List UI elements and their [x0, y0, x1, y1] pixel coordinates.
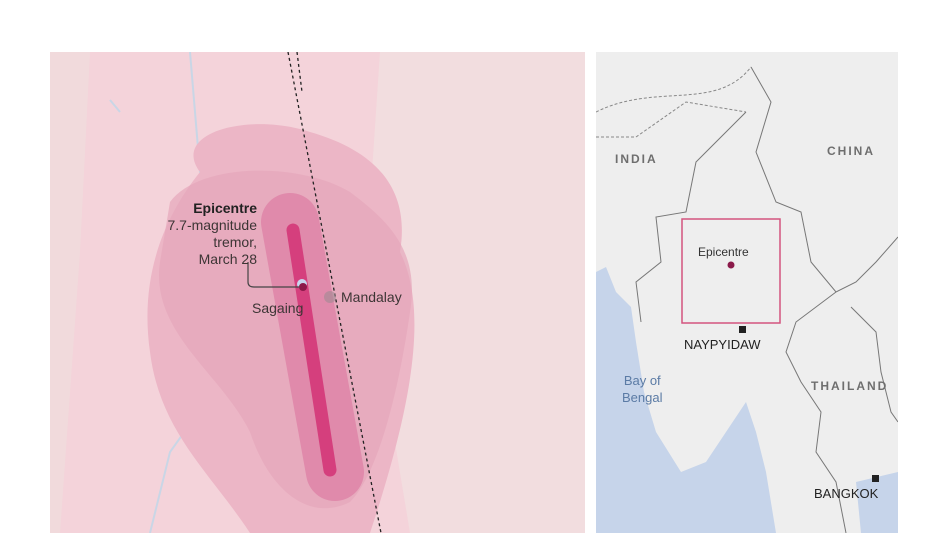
epicentre-marker [299, 283, 307, 291]
label-thailand: THAILAND [811, 379, 889, 393]
fault-line-branch [296, 52, 303, 93]
sea-label-line2: Bengal [622, 390, 663, 405]
naypyidaw-marker [739, 326, 746, 333]
epicentre-type: tremor, [213, 234, 257, 250]
epicentre-title: Epicentre [193, 200, 257, 216]
locator-map: INDIA CHINA THAILAND Bay of Bengal Epice… [596, 52, 898, 533]
epicentre-box [681, 218, 781, 324]
terrain-west [50, 52, 90, 533]
border-laos [850, 306, 898, 423]
detail-map-graphic [50, 52, 585, 533]
fault-line [287, 52, 382, 533]
border-thailand [785, 291, 847, 533]
intensity-inner [286, 223, 337, 477]
disputed-border [596, 66, 752, 138]
border-india [635, 111, 747, 323]
sea-label-line1: Bay of [623, 373, 661, 388]
epicentre-box-label: Epicentre [698, 245, 749, 259]
label-bay-of-bengal: Bay of Bengal [622, 372, 662, 406]
label-india: INDIA [615, 152, 658, 166]
label-china: CHINA [827, 144, 875, 158]
epicentre-date: March 28 [198, 251, 257, 267]
label-bangkok: BANGKOK [814, 486, 879, 501]
epicentre-annotation: Epicentre 7.7-magnitude tremor, March 28 [167, 200, 257, 268]
leader-line [247, 262, 300, 288]
border-china [750, 66, 898, 293]
bangkok-marker [872, 475, 879, 482]
sagaing-label: Sagaing [252, 300, 304, 316]
mandalay-area [324, 291, 336, 303]
locator-map-graphic [596, 66, 898, 533]
sea-bay-of-bengal [596, 267, 776, 533]
label-naypyidaw: NAYPYIDAW [684, 337, 761, 352]
epicentre-marker-small [727, 261, 735, 269]
sea-gulf [856, 472, 898, 533]
terrain-light [370, 52, 585, 533]
epicentre-magnitude: 7.7-magnitude [167, 217, 257, 233]
detail-map: Epicentre 7.7-magnitude tremor, March 28… [50, 52, 585, 533]
mandalay-label: Mandalay [341, 289, 402, 305]
